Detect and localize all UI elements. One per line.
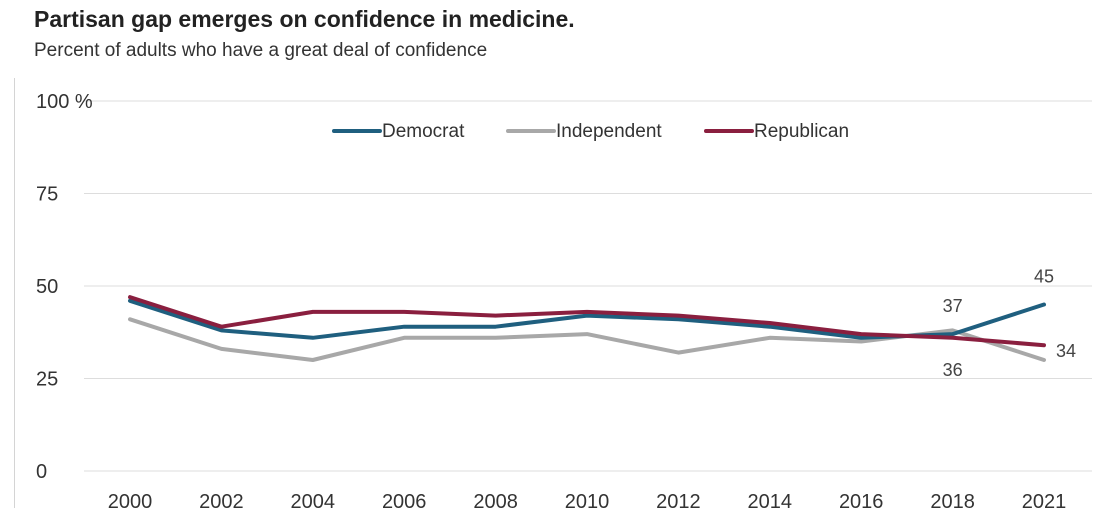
x-tick-label: 2004 [291, 491, 336, 513]
data-label: 45 [1034, 267, 1054, 287]
x-tick-label: 2000 [108, 491, 153, 513]
x-tick-label: 2016 [839, 491, 884, 513]
x-tick-label: 2014 [748, 491, 793, 513]
legend-label-republican: Republican [754, 121, 849, 142]
legend-label-democrat: Democrat [382, 121, 465, 142]
y-tick-label: 25 [36, 369, 58, 391]
y-tick-label: 50 [36, 276, 58, 298]
legend-label-independent: Independent [556, 121, 662, 142]
x-tick-label: 2002 [199, 491, 244, 513]
x-tick-label: 2008 [473, 491, 518, 513]
y-tick-label: 0 [36, 461, 47, 483]
data-label: 36 [943, 360, 963, 380]
x-tick-label: 2010 [565, 491, 610, 513]
y-tick-label: 75 [36, 184, 58, 206]
data-label: 34 [1056, 341, 1076, 361]
x-tick-label: 2018 [930, 491, 975, 513]
y-tick-label: 100 % [36, 91, 93, 113]
series-line-independent [128, 317, 1046, 362]
x-tick-label: 2021 [1022, 491, 1067, 513]
x-tick-label: 2006 [382, 491, 427, 513]
data-label: 37 [943, 296, 963, 316]
x-tick-label: 2012 [656, 491, 701, 513]
chart-subtitle: Percent of adults who have a great deal … [34, 40, 488, 61]
left-edge-divider [14, 78, 15, 508]
series-line-republican [128, 295, 1046, 348]
chart-title: Partisan gap emerges on confidence in me… [34, 6, 575, 32]
